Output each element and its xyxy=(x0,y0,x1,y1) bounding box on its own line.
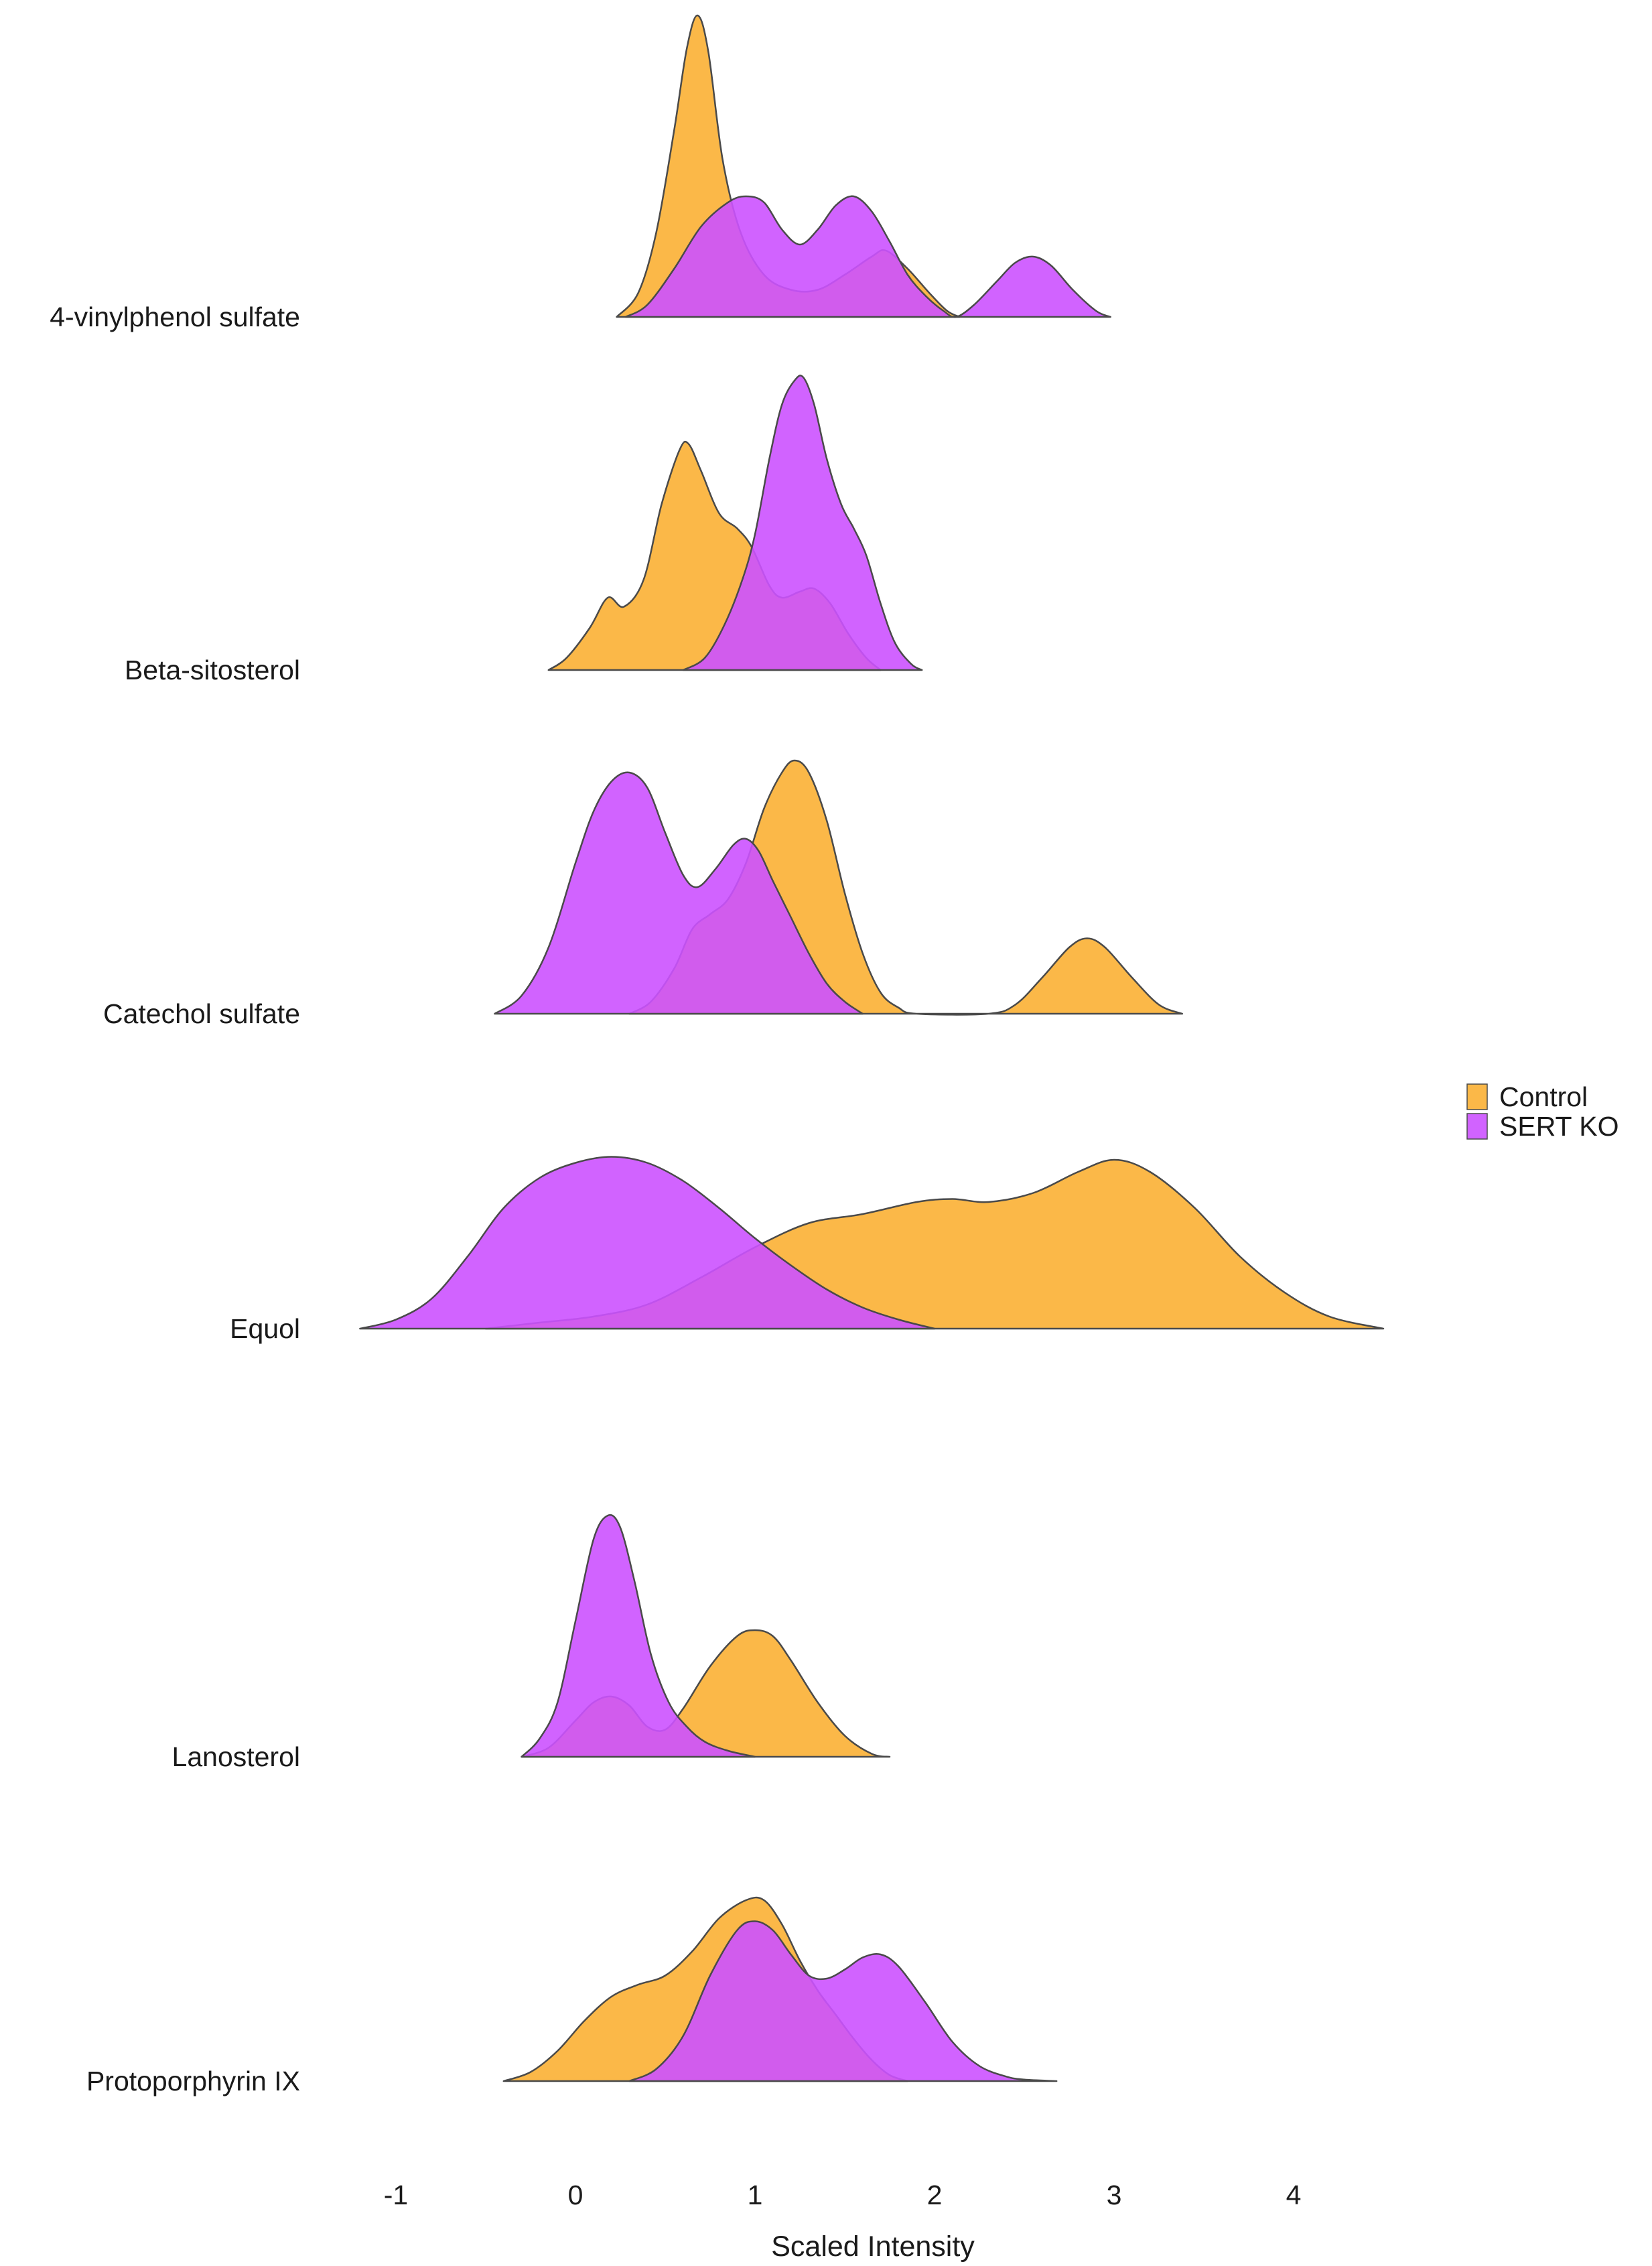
legend-label: Control xyxy=(1499,1081,1588,1112)
ridge-row xyxy=(616,14,1111,318)
x-tick-label: 0 xyxy=(568,2180,583,2210)
row-labels: 4-vinylphenol sulfate Beta-sitosterol Cate… xyxy=(50,302,300,2096)
x-tick-label: 1 xyxy=(748,2180,763,2210)
ridge-row xyxy=(547,375,923,671)
x-axis: -1 0 1 2 3 4 xyxy=(384,2180,1302,2210)
x-tick-label: 2 xyxy=(927,2180,943,2210)
row-label: 4-vinylphenol sulfate xyxy=(50,302,300,332)
density-sert-ko xyxy=(359,1156,936,1330)
row-label: Equol xyxy=(230,1313,300,1344)
x-tick-label: 3 xyxy=(1107,2180,1122,2210)
density-sert-ko xyxy=(624,195,1111,318)
ridge-row xyxy=(521,1514,891,1758)
ridge-row xyxy=(502,1896,1058,2082)
x-tick-label: 4 xyxy=(1286,2180,1302,2210)
density-sert-ko xyxy=(494,771,864,1015)
legend-label: SERT KO xyxy=(1499,1111,1619,1142)
legend-entry: Control xyxy=(1466,1081,1588,1112)
legend-swatch xyxy=(1466,1113,1488,1140)
legend-entry: SERT KO xyxy=(1466,1111,1619,1142)
ridge-row xyxy=(359,1156,1385,1330)
row-label: Beta-sitosterol xyxy=(125,655,300,685)
x-axis-title: Scaled Intensity xyxy=(771,2230,975,2263)
ridge-rows xyxy=(359,14,1385,2082)
row-label: Protoporphyrin IX xyxy=(86,2066,300,2096)
density-sert-ko xyxy=(521,1514,756,1758)
ridge-row xyxy=(494,759,1184,1016)
row-label: Lanosterol xyxy=(172,1741,300,1772)
density-sert-ko xyxy=(628,1920,1058,2082)
row-label: Catechol sulfate xyxy=(103,998,300,1029)
legend-swatch xyxy=(1466,1083,1488,1110)
x-tick-label: -1 xyxy=(384,2180,408,2210)
density-sert-ko xyxy=(682,375,923,671)
